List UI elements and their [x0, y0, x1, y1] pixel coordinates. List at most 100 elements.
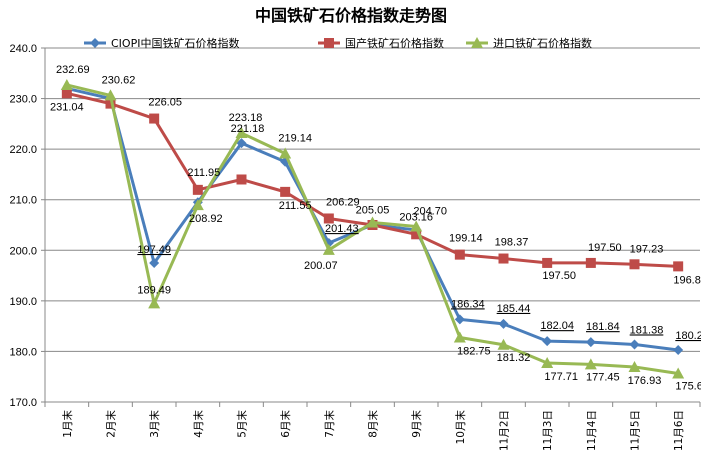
x-axis-ticks: 1月末 2月末 3月末 4月末 5月末 6月末 7月末 8月末 9月末 10月末 11月2日 11月3… [61, 410, 685, 452]
data-label: 196.82 [673, 274, 701, 286]
legend-item-1: CIOPI中国铁矿石价格指数 [84, 36, 239, 50]
data-label: 197.50 [588, 242, 622, 254]
legend: CIOPI中国铁矿石价格指数 国产铁矿石价格指数 进口铁矿石价格指数 [84, 36, 592, 50]
data-point-square [324, 38, 334, 48]
data-point-triangle [672, 367, 685, 379]
data-label: 200.07 [304, 260, 338, 272]
data-point-square [323, 213, 334, 224]
x-tick-label: 5月末 [236, 410, 249, 438]
axes [41, 47, 701, 407]
data-label: 185.44 [497, 303, 531, 315]
data-label: 230.62 [102, 74, 136, 86]
x-tick-label: 2月末 [105, 410, 118, 438]
data-label: 175.64 [675, 380, 701, 392]
data-point-triangle [628, 360, 641, 372]
data-point-diamond [236, 138, 247, 149]
y-tick-label: 180.0 [9, 346, 37, 358]
data-point-triangle [279, 147, 292, 159]
legend-item-2: 国产铁矿石价格指数 [318, 36, 444, 50]
data-point-square [280, 186, 291, 197]
legend-label: 国产铁矿石价格指数 [345, 36, 444, 50]
x-tick-label: 10月末 [454, 410, 467, 445]
data-label: 208.92 [189, 213, 223, 225]
data-point-triangle [60, 78, 73, 90]
data-point-triangle [541, 357, 554, 369]
data-label: 203.16 [399, 211, 433, 223]
data-point-square [411, 229, 422, 240]
y-tick-label: 200.0 [9, 245, 37, 257]
data-point-triangle [235, 127, 248, 139]
data-label: 198.37 [495, 237, 529, 249]
data-label: 176.93 [628, 375, 662, 387]
data-label: 181.32 [497, 352, 531, 364]
data-point-diamond [585, 337, 596, 348]
data-point-diamond [90, 38, 100, 48]
data-point-square [542, 257, 553, 268]
data-point-triangle [322, 243, 335, 255]
data-labels: 197.49 221.18 201.43 205.05 186.34 185.44 182.… [50, 64, 701, 393]
data-point-square [105, 98, 116, 109]
x-tick-label: 4月末 [192, 410, 205, 438]
data-point-triangle [497, 338, 510, 350]
data-point-diamond [629, 339, 640, 350]
data-point-square [585, 257, 596, 268]
data-point-triangle [148, 297, 161, 309]
data-point-triangle [584, 358, 597, 370]
data-label: 197.49 [137, 244, 171, 256]
x-tick-label: 6月末 [279, 410, 292, 438]
chart-title: 中国铁矿石价格指数走势图 [255, 6, 447, 25]
data-label: 177.71 [544, 371, 578, 383]
legend-label: 进口铁矿石价格指数 [493, 36, 592, 50]
data-point-triangle [104, 89, 117, 101]
data-label: 197.50 [542, 270, 576, 282]
data-label: 177.45 [586, 371, 620, 383]
data-label: 189.49 [137, 284, 171, 296]
data-label: 182.04 [540, 320, 574, 332]
data-label: 223.18 [229, 112, 263, 124]
data-point-triangle [453, 331, 466, 343]
data-point-square [673, 261, 684, 272]
x-tick-label: 11月6日 [673, 410, 685, 451]
data-label: 221.18 [231, 123, 265, 135]
data-point-diamond [498, 318, 509, 329]
y-tick-label: 170.0 [9, 397, 37, 409]
x-tick-label: 11月5日 [630, 410, 642, 451]
data-label: 211.95 [187, 167, 220, 179]
data-label: 182.75 [457, 346, 491, 358]
series-group [60, 78, 685, 379]
data-label: 204.70 [413, 206, 447, 218]
data-point-triangle [366, 216, 379, 228]
series-3 [60, 78, 685, 379]
data-label: 180.28 [675, 330, 701, 342]
x-tick-label: 9月末 [410, 410, 423, 438]
data-point-square [629, 259, 640, 270]
x-tick-label: 11月4日 [586, 410, 598, 451]
data-label: 231.04 [50, 101, 84, 113]
x-tick-label: 11月3日 [542, 410, 554, 451]
data-point-triangle [471, 37, 483, 48]
data-point-diamond [454, 314, 465, 325]
data-label: 205.05 [356, 205, 390, 217]
data-point-square [454, 249, 465, 260]
data-point-square [61, 88, 72, 99]
data-point-triangle [191, 199, 204, 211]
x-tick-label: 7月末 [323, 410, 336, 438]
data-label: 211.55 [279, 200, 312, 212]
data-label: 199.14 [449, 233, 483, 245]
data-label: 206.29 [326, 196, 360, 208]
data-label: 197.23 [630, 243, 664, 255]
data-point-square [498, 253, 509, 264]
x-tick-label: 3月末 [148, 410, 161, 438]
data-point-diamond [673, 345, 684, 356]
data-point-diamond [149, 257, 160, 268]
legend-label: CIOPI中国铁矿石价格指数 [111, 36, 239, 50]
data-label: 219.14 [278, 132, 312, 144]
legend-item-3: 进口铁矿石价格指数 [466, 36, 592, 50]
data-label: 226.05 [148, 97, 182, 109]
x-tick-label: 1月末 [61, 410, 74, 438]
data-point-square [149, 113, 160, 124]
y-tick-label: 210.0 [9, 195, 37, 207]
y-tick-label: 190.0 [9, 296, 37, 308]
gridlines [45, 47, 700, 352]
